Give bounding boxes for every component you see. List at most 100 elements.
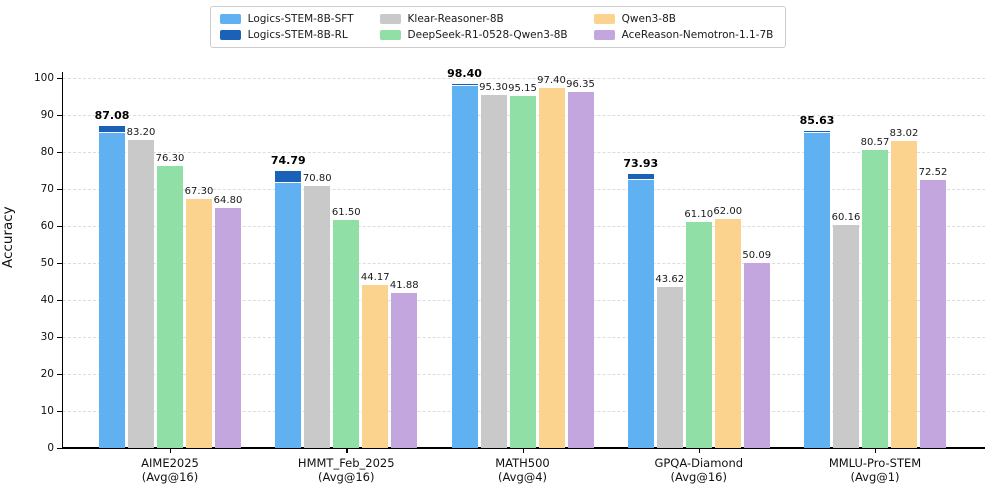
x-tick-mark bbox=[346, 448, 348, 453]
bar-group: 98.40 95.30 95.15 97.40 96.35 bbox=[447, 67, 595, 448]
bar-value-label: 80.57 bbox=[860, 137, 890, 148]
bar-klear-reasoner-8b: 60.16 bbox=[832, 212, 860, 448]
bar-value-label: 60.16 bbox=[831, 212, 861, 223]
y-tick-mark bbox=[57, 336, 62, 338]
bar-klear-reasoner-8b: 43.62 bbox=[655, 274, 684, 448]
legend-item: Klear-Reasoner-8B bbox=[379, 13, 568, 25]
bar-logics-stem-8b-sft-rl: 73.93 bbox=[623, 157, 658, 448]
y-tick-mark bbox=[57, 114, 62, 116]
bar-value-label: 74.79 bbox=[270, 154, 306, 167]
bar-value-label: 85.63 bbox=[799, 114, 835, 127]
legend-swatch-icon bbox=[593, 14, 615, 24]
bar-deepseek-r1-0528-qwen3-8b: 95.15 bbox=[508, 83, 537, 448]
bar-acereason-nemotron-1-1-7b: 72.52 bbox=[919, 167, 947, 448]
category-name: HMMT_Feb_2025 bbox=[297, 456, 395, 470]
y-axis-spine bbox=[62, 72, 64, 448]
legend: Logics-STEM-8B-SFT Logics-STEM-8B-RL Klear… bbox=[209, 6, 787, 48]
bar-value-label: 95.15 bbox=[508, 83, 537, 94]
x-tick-mark bbox=[875, 448, 877, 453]
bar-logics-stem-8b-sft-rl: 85.63 bbox=[800, 114, 834, 448]
legend-item-label: Qwen3-8B bbox=[621, 13, 676, 25]
legend-swatch-icon bbox=[379, 30, 401, 40]
bar-acereason-nemotron-1-1-7b: 64.80 bbox=[214, 195, 242, 448]
y-tick-mark bbox=[57, 77, 62, 79]
legend-column: Logics-STEM-8B-SFT Logics-STEM-8B-RL bbox=[219, 13, 354, 41]
category-name: GPQA-Diamond bbox=[654, 456, 744, 470]
y-tick-label: 100 bbox=[33, 72, 54, 84]
legend-item: Qwen3-8B bbox=[593, 13, 774, 25]
bar-value-label: 41.88 bbox=[389, 280, 419, 291]
legend-swatch-icon bbox=[379, 14, 401, 24]
bar-klear-reasoner-8b: 83.20 bbox=[127, 127, 155, 448]
x-tick-mark bbox=[698, 448, 701, 453]
y-axis-title: Accuracy bbox=[0, 206, 16, 268]
category-avg: (Avg@16) bbox=[318, 470, 375, 484]
x-tick-mark bbox=[522, 448, 524, 453]
bar-value-label: 83.20 bbox=[126, 127, 156, 138]
category-avg: (Avg@4) bbox=[497, 470, 548, 484]
bar-qwen3-8b: 97.40 bbox=[537, 75, 566, 448]
y-tick-mark bbox=[57, 373, 62, 375]
x-tick-label: AIME2025 (Avg@16) bbox=[141, 456, 199, 484]
legend-swatch-icon bbox=[219, 14, 241, 24]
y-tick-mark bbox=[57, 299, 62, 301]
y-tick-label: 20 bbox=[40, 368, 54, 380]
y-tick-mark bbox=[57, 262, 62, 264]
x-tick-label: GPQA-Diamond (Avg@16) bbox=[654, 456, 743, 484]
x-tick-label: HMMT_Feb_2025 (Avg@16) bbox=[298, 456, 395, 484]
bar-group: 85.63 60.16 80.57 83.02 72.52 bbox=[800, 114, 947, 448]
category-name: MATH500 bbox=[495, 456, 550, 470]
legend-item-label: Klear-Reasoner-8B bbox=[407, 13, 504, 25]
y-tick-label: 0 bbox=[47, 442, 54, 454]
bar-value-label: 61.10 bbox=[684, 209, 714, 220]
legend-item-label: DeepSeek-R1-0528-Qwen3-8B bbox=[407, 29, 568, 41]
y-tick-mark bbox=[57, 410, 62, 412]
y-tick-mark bbox=[57, 447, 62, 449]
bar-deepseek-r1-0528-qwen3-8b: 61.10 bbox=[684, 209, 713, 448]
bar-group: 73.93 43.62 61.10 62.00 50.09 bbox=[623, 157, 771, 448]
bar-segment-logics-stem-8b-rl bbox=[275, 171, 302, 183]
bar-value-label: 67.30 bbox=[184, 186, 214, 197]
legend-item-label: AceReason-Nemotron-1.1-7B bbox=[621, 29, 774, 41]
bar-qwen3-8b: 44.17 bbox=[361, 272, 390, 448]
category-avg: (Avg@1) bbox=[850, 470, 900, 484]
bar-qwen3-8b: 67.30 bbox=[185, 186, 213, 448]
y-tick-mark bbox=[57, 151, 62, 153]
category-avg: (Avg@16) bbox=[670, 470, 727, 484]
bar-acereason-nemotron-1-1-7b: 41.88 bbox=[390, 280, 419, 448]
category-avg: (Avg@16) bbox=[141, 470, 199, 484]
bar-value-label: 96.35 bbox=[566, 79, 595, 90]
x-tick-label: MMLU-Pro-STEM (Avg@1) bbox=[829, 456, 921, 484]
y-tick-label: 40 bbox=[40, 294, 54, 306]
bar-value-label: 72.52 bbox=[918, 167, 948, 178]
bar-group: 87.08 83.20 76.30 67.30 64.80 bbox=[95, 109, 242, 448]
legend-swatch-icon bbox=[593, 30, 615, 40]
y-tick-mark bbox=[57, 225, 62, 227]
bar-deepseek-r1-0528-qwen3-8b: 61.50 bbox=[332, 207, 361, 448]
y-tick-label: 60 bbox=[40, 220, 54, 232]
x-tick-mark bbox=[170, 448, 172, 453]
bar-value-label: 70.80 bbox=[302, 173, 332, 184]
bar-acereason-nemotron-1-1-7b: 96.35 bbox=[566, 79, 595, 448]
legend-item: AceReason-Nemotron-1.1-7B bbox=[593, 29, 774, 41]
x-tick-label: MATH500 (Avg@4) bbox=[495, 456, 550, 484]
legend-item: Logics-STEM-8B-RL bbox=[219, 29, 354, 41]
bar-value-label: 83.02 bbox=[889, 128, 919, 139]
category-name: MMLU-Pro-STEM bbox=[828, 456, 922, 470]
plot-area: 0 10 20 30 40 50 60 70 80 90 100 87.08 83.20 76.30 67.… bbox=[34, 67, 985, 484]
bar-value-label: 44.17 bbox=[360, 272, 390, 283]
bar-logics-stem-8b-sft-rl: 87.08 bbox=[95, 109, 129, 448]
legend-swatch-icon bbox=[219, 30, 241, 40]
bar-deepseek-r1-0528-qwen3-8b: 80.57 bbox=[861, 137, 889, 448]
bar-klear-reasoner-8b: 95.30 bbox=[479, 82, 508, 448]
bar-logics-stem-8b-sft-rl: 98.40 bbox=[447, 67, 482, 448]
bar-segment-logics-stem-8b-rl bbox=[804, 131, 830, 133]
bar-deepseek-r1-0528-qwen3-8b: 76.30 bbox=[156, 153, 184, 448]
category-name: AIME2025 bbox=[141, 456, 199, 470]
y-tick-label: 30 bbox=[40, 331, 54, 343]
bar-group: 74.79 70.80 61.50 44.17 41.88 bbox=[271, 154, 419, 448]
bar-logics-stem-8b-sft-rl: 74.79 bbox=[271, 154, 306, 448]
bar-value-label: 76.30 bbox=[155, 153, 185, 164]
bar-value-label: 97.40 bbox=[537, 75, 566, 86]
